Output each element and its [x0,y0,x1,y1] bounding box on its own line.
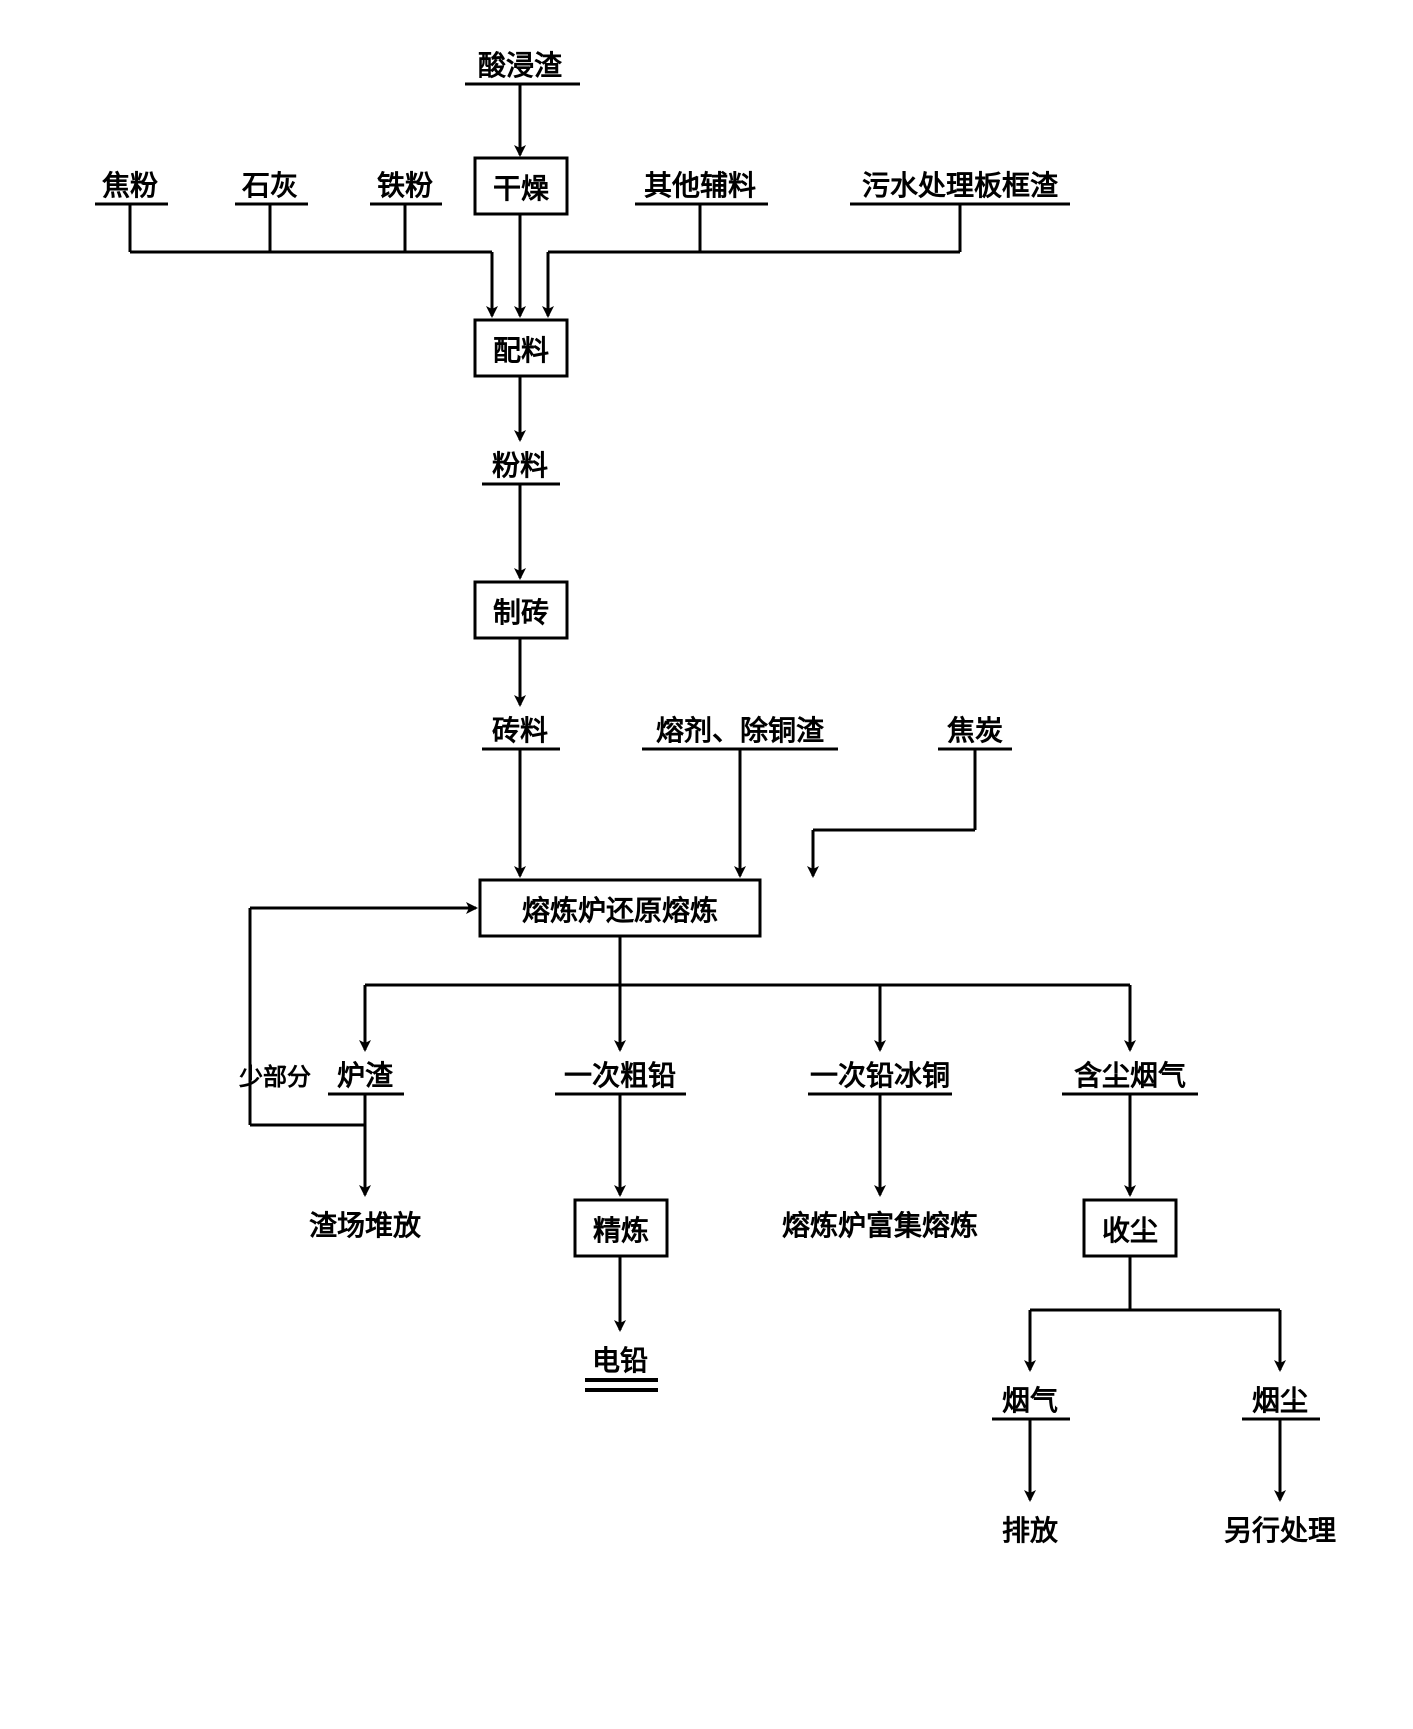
output-flue-dust: 烟尘 [1252,1385,1308,1417]
input-iron-powder: 铁粉 [377,170,433,202]
process-smelting: 熔炼炉还原熔炼 [522,894,718,927]
process-drying: 干燥 [493,173,550,205]
input-sewage-residue: 污水处理板框渣 [862,170,1059,202]
output-enrich-smelt: 熔炼炉富集熔炼 [782,1209,978,1242]
input-coke-powder: 焦粉 [102,169,158,202]
output-electric-lead: 电铅 [592,1345,648,1377]
input-coke: 焦炭 [947,714,1003,747]
output-separate: 另行处理 [1224,1514,1336,1547]
process-batching: 配料 [493,335,549,367]
output-flue-gas: 烟气 [1002,1385,1058,1417]
process-briquetting: 制砖 [493,597,549,629]
process-refining: 精炼 [593,1214,649,1247]
input-flux: 熔剂、除铜渣 [656,714,825,747]
output-dust-gas: 含尘烟气 [1074,1059,1186,1092]
output-slag: 炉渣 [337,1060,394,1092]
output-lead-matte: 一次铅冰铜 [810,1060,950,1092]
input-lime: 石灰 [241,170,298,202]
input-acid-residue: 酸浸渣 [478,50,563,82]
output-crude-lead: 一次粗铅 [564,1060,676,1092]
intermediate-powder: 粉料 [492,450,548,482]
input-other-aux: 其他辅料 [644,170,756,202]
output-slag-dump: 渣场堆放 [309,1209,422,1242]
output-emission: 排放 [1002,1514,1059,1547]
intermediate-brick: 砖料 [492,715,548,747]
flowchart: 酸浸渣 干燥 焦粉 石灰 铁粉 其他辅料 污水处理板框渣 配料 粉料 制砖 砖料… [20,20,1413,1709]
process-dust-collection: 收尘 [1102,1215,1158,1247]
